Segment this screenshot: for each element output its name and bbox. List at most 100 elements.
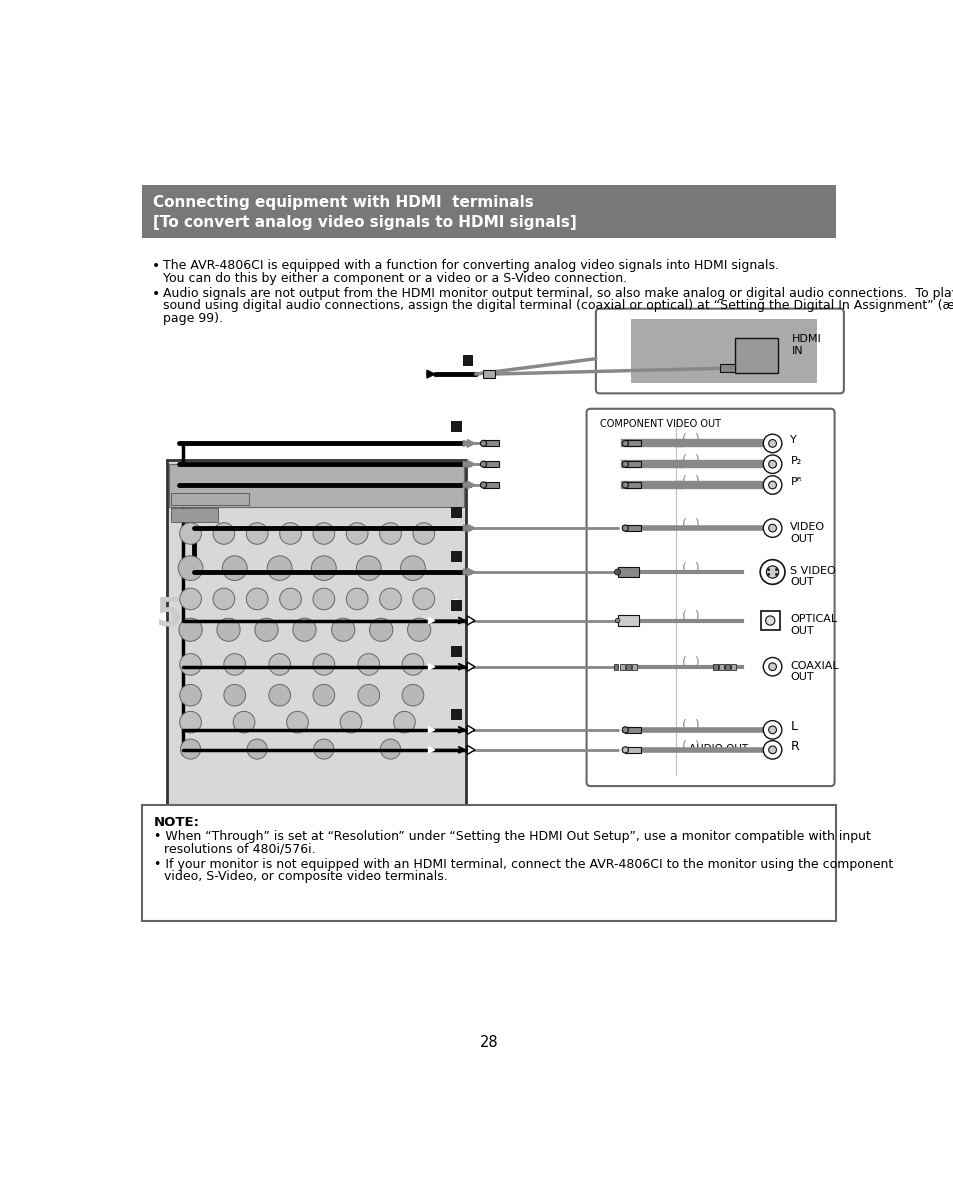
Circle shape <box>765 616 774 625</box>
Polygon shape <box>467 568 475 576</box>
Bar <box>624 482 640 488</box>
Bar <box>731 663 736 670</box>
Polygon shape <box>463 568 469 576</box>
Circle shape <box>180 739 200 759</box>
Circle shape <box>314 739 334 759</box>
Text: Audio signals are not output from the HDMI monitor output terminal, so also make: Audio signals are not output from the HD… <box>162 287 953 300</box>
Text: AUDIO OUT: AUDIO OUT <box>688 743 747 754</box>
Circle shape <box>775 573 777 576</box>
Circle shape <box>765 566 778 578</box>
Circle shape <box>621 727 628 733</box>
Circle shape <box>246 523 268 544</box>
Text: (  ): ( ) <box>681 454 699 466</box>
Circle shape <box>407 619 431 641</box>
Polygon shape <box>467 616 475 625</box>
Circle shape <box>179 711 201 733</box>
Text: (  ): ( ) <box>681 475 699 488</box>
Polygon shape <box>467 662 475 671</box>
Circle shape <box>346 589 368 610</box>
Circle shape <box>224 653 245 675</box>
Circle shape <box>216 619 240 641</box>
Text: •: • <box>152 287 160 301</box>
Circle shape <box>379 589 401 610</box>
Text: [To convert analog video signals to HDMI signals]: [To convert analog video signals to HDMI… <box>153 215 577 230</box>
Text: Y: Y <box>790 435 797 445</box>
Bar <box>451 552 461 562</box>
Text: video, S-Video, or composite video terminals.: video, S-Video, or composite video termi… <box>164 870 448 882</box>
Polygon shape <box>467 440 475 447</box>
Circle shape <box>480 482 486 488</box>
Circle shape <box>369 619 393 641</box>
Circle shape <box>480 440 486 446</box>
Circle shape <box>269 653 291 675</box>
Circle shape <box>293 619 315 641</box>
Circle shape <box>394 711 415 733</box>
Bar <box>630 319 816 384</box>
Circle shape <box>179 523 201 544</box>
Text: COAXIAL
OUT: COAXIAL OUT <box>790 661 838 682</box>
Text: (  ): ( ) <box>681 740 699 753</box>
Text: sound using digital audio connections, assign the digital terminal (coaxial or o: sound using digital audio connections, a… <box>162 300 953 313</box>
Circle shape <box>621 462 628 468</box>
Bar <box>169 464 464 506</box>
Circle shape <box>402 685 423 706</box>
Text: VIDEO
OUT: VIDEO OUT <box>790 522 824 543</box>
Circle shape <box>179 685 201 706</box>
Bar <box>632 663 637 670</box>
Bar <box>483 370 495 378</box>
Circle shape <box>402 653 423 675</box>
Text: resolutions of 480i/576i.: resolutions of 480i/576i. <box>164 842 315 855</box>
Bar <box>719 663 723 670</box>
Circle shape <box>222 556 247 580</box>
Polygon shape <box>428 663 435 670</box>
Circle shape <box>233 711 254 733</box>
Text: H: H <box>452 507 460 517</box>
Circle shape <box>311 556 335 580</box>
Circle shape <box>332 619 355 641</box>
Circle shape <box>762 519 781 537</box>
Bar <box>624 525 640 531</box>
Circle shape <box>313 653 335 675</box>
Circle shape <box>357 685 379 706</box>
Circle shape <box>346 523 368 544</box>
Circle shape <box>768 663 776 670</box>
Circle shape <box>762 741 781 759</box>
Bar <box>171 494 249 505</box>
Text: NOTE:: NOTE: <box>154 817 200 829</box>
Circle shape <box>621 440 628 446</box>
Circle shape <box>267 556 292 580</box>
Bar <box>167 460 465 830</box>
Text: •: • <box>152 259 160 273</box>
Bar <box>613 663 618 670</box>
Circle shape <box>357 653 379 675</box>
Bar <box>720 364 735 372</box>
Bar <box>624 462 640 468</box>
Polygon shape <box>428 747 435 753</box>
Text: (  ): ( ) <box>681 561 699 574</box>
Polygon shape <box>467 460 475 468</box>
Bar <box>483 440 498 446</box>
Circle shape <box>254 619 278 641</box>
Text: D: D <box>452 600 460 609</box>
Bar <box>619 663 624 670</box>
Bar <box>142 186 835 237</box>
Circle shape <box>413 523 435 544</box>
Bar <box>712 663 717 670</box>
Circle shape <box>179 653 201 675</box>
Text: (  ): ( ) <box>681 610 699 623</box>
Circle shape <box>762 434 781 453</box>
Text: • If your monitor is not equipped with an HDMI terminal, connect the AVR-4806CI : • If your monitor is not equipped with a… <box>154 857 892 870</box>
Text: P₂: P₂ <box>790 456 801 466</box>
Circle shape <box>767 568 769 571</box>
Text: Connecting equipment with HDMI  terminals: Connecting equipment with HDMI terminals <box>153 194 534 210</box>
Circle shape <box>379 523 401 544</box>
Text: (  ): ( ) <box>681 433 699 446</box>
Circle shape <box>480 462 486 468</box>
Bar <box>724 663 729 670</box>
Circle shape <box>762 476 781 494</box>
Circle shape <box>356 556 381 580</box>
Text: (  ): ( ) <box>681 518 699 531</box>
Polygon shape <box>463 462 469 468</box>
Text: OPTICAL
OUT: OPTICAL OUT <box>790 614 837 635</box>
Circle shape <box>621 525 628 531</box>
